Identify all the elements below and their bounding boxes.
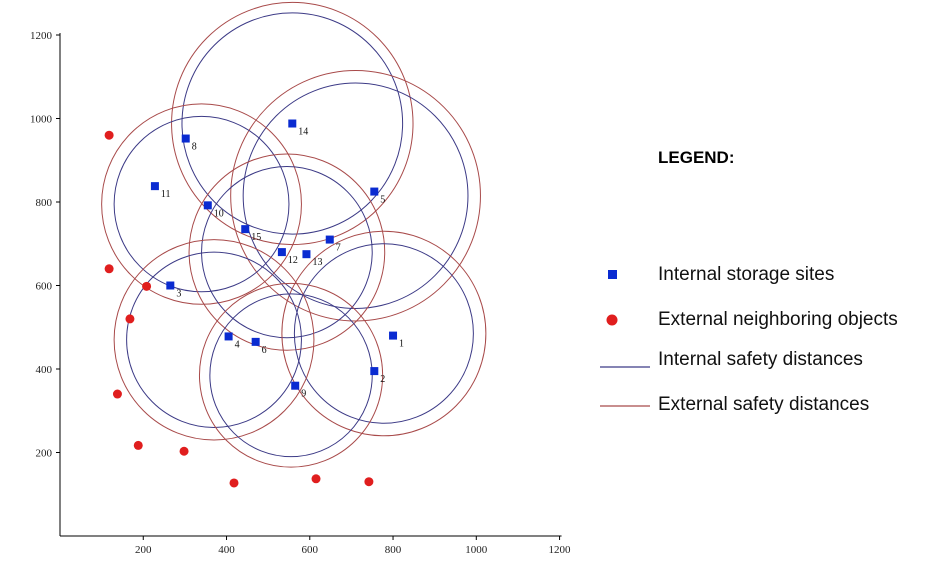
internal-safety-circle [201, 166, 373, 339]
internal-site-point [370, 187, 379, 196]
site-label: 6 [262, 345, 267, 356]
internal-safety-circle [209, 293, 373, 458]
legend-label: External safety distances [658, 394, 870, 415]
legend-square-symbol [608, 270, 617, 279]
internal-site-point [370, 367, 379, 376]
external-object-point [142, 281, 152, 291]
external-object-point [133, 440, 143, 450]
site-label: 1 [399, 339, 404, 350]
x-tick-label: 1000 [465, 544, 488, 556]
internal-site-point [288, 119, 297, 128]
x-tick-label: 400 [218, 544, 235, 556]
external-safety-circle [113, 239, 315, 441]
y-tick-label: 600 [36, 281, 53, 293]
x-tick-label: 600 [302, 544, 319, 556]
site-label: 12 [288, 255, 298, 266]
safety-circles [101, 1, 487, 468]
external-safety-circle [281, 230, 487, 437]
legend-line-symbol [600, 405, 650, 407]
legend-line-symbol [600, 366, 650, 368]
legend-item-internal-distances: Internal safety distances [600, 347, 945, 373]
site-label: 4 [235, 339, 240, 350]
site-label: 11 [161, 189, 171, 200]
site-label: 5 [380, 195, 385, 206]
external-object-point [125, 314, 135, 324]
external-object-point [104, 264, 114, 274]
external-object-point [364, 477, 374, 487]
legend-title: LEGEND: [658, 148, 735, 167]
internal-site-point [325, 235, 334, 244]
internal-site-point [302, 250, 311, 259]
site-label: 13 [312, 257, 322, 268]
internal-site-point [181, 134, 190, 143]
legend: LEGEND: Internal storage sites External … [600, 140, 945, 430]
internal-site-point [150, 182, 159, 191]
internal-site-point [389, 331, 398, 340]
legend-item-internal-sites: Internal storage sites [600, 262, 945, 288]
y-tick-label: 800 [36, 197, 53, 209]
internal-site-point [224, 332, 233, 341]
external-object-point [179, 446, 189, 456]
internal-site-point [203, 201, 212, 210]
site-label: 14 [298, 127, 308, 138]
x-tick-label: 800 [385, 544, 402, 556]
external-safety-circle [188, 153, 386, 351]
legend-label: External neighboring objects [658, 309, 898, 330]
legend-item-external-distances: External safety distances [600, 392, 945, 418]
y-tick-label: 1200 [30, 30, 53, 42]
site-label: 9 [301, 389, 306, 400]
external-object-point [229, 478, 239, 488]
internal-site-point [291, 381, 300, 390]
x-tick-label: 1200 [549, 544, 572, 556]
internal-site-point [277, 248, 286, 257]
site-label: 3 [176, 289, 181, 300]
external-safety-circle [198, 282, 384, 468]
external-object-point [112, 389, 122, 399]
y-tick-label: 400 [36, 364, 53, 376]
x-tick-label: 200 [135, 544, 152, 556]
external-object-point [104, 130, 114, 140]
external-safety-circle [230, 69, 481, 322]
y-tick-label: 200 [36, 448, 53, 460]
y-tick-label: 1000 [30, 114, 53, 126]
internal-safety-circle [293, 243, 474, 424]
internal-site-point [251, 337, 260, 346]
external-object-point [311, 474, 321, 484]
internal-safety-circle [242, 82, 469, 309]
internal-safety-circle [181, 12, 404, 235]
site-label: 7 [336, 243, 341, 254]
site-label: 15 [251, 232, 261, 243]
internal-site-point [166, 281, 175, 290]
site-label: 10 [214, 208, 224, 219]
site-label: 2 [380, 374, 385, 385]
external-safety-circle [101, 103, 302, 305]
internal-safety-circle [126, 251, 302, 428]
external-safety-circle [171, 1, 414, 246]
legend-dot-symbol [606, 314, 618, 326]
internal-site-point [241, 225, 250, 234]
legend-label: Internal storage sites [658, 264, 835, 285]
legend-item-external-objects: External neighboring objects [600, 307, 945, 333]
site-label: 8 [192, 142, 197, 153]
axes: 200 400 600 800 1000 1200 200 400 600 800 1000 1200 [30, 30, 571, 556]
legend-label: Internal safety distances [658, 349, 863, 370]
internal-safety-circle [113, 115, 290, 293]
